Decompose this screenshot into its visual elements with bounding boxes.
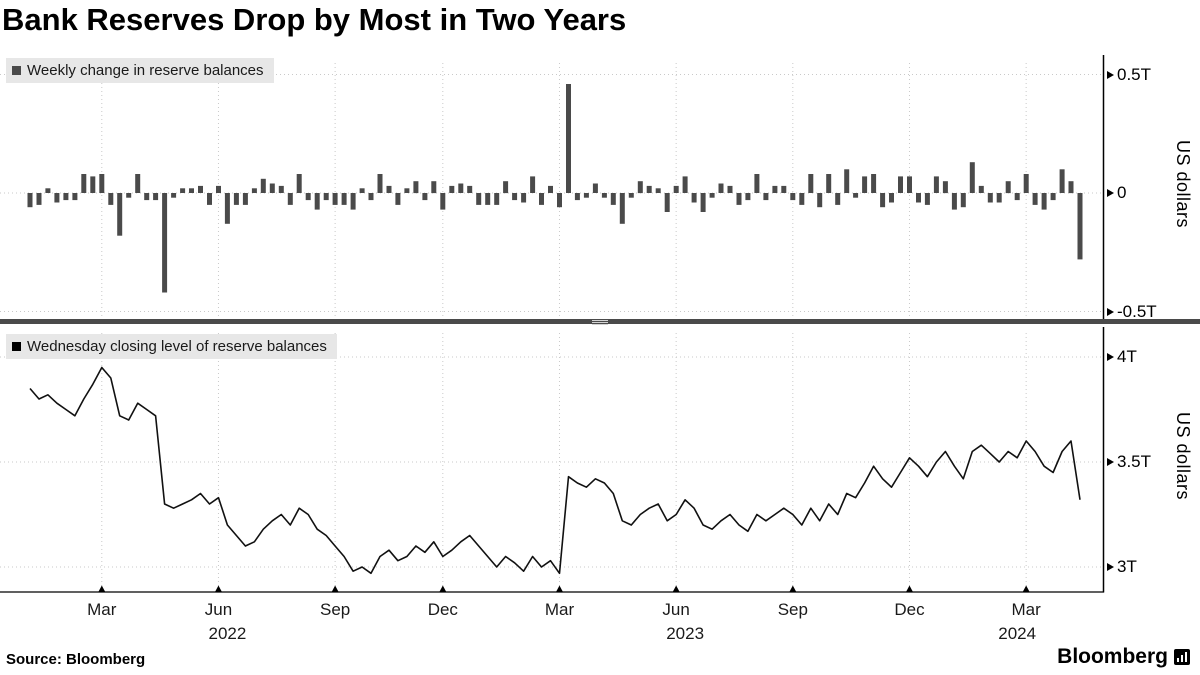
legend-closing-level: Wednesday closing level of reserve balan… [6, 334, 337, 359]
panel-resize-handle[interactable] [592, 320, 608, 326]
source-label: Source: Bloomberg [6, 651, 146, 668]
x-tick-label: Mar [1011, 600, 1041, 619]
x-tick-label: Mar [87, 600, 117, 619]
x-tick-label: Jun [204, 600, 233, 619]
y-tick-label: 0.5T [1107, 65, 1151, 85]
y-tick-label: 3.5T [1107, 452, 1151, 472]
bloomberg-logo-text: Bloomberg [1057, 645, 1168, 668]
x-tick-label: Mar [544, 600, 575, 619]
x-year-label: 2022 [208, 624, 247, 643]
x-tick-label: Jun [662, 600, 690, 619]
y-tick-label: 3T [1107, 557, 1137, 577]
legend-weekly-change: Weekly change in reserve balances [6, 58, 274, 83]
y-tick-label: -0.5T [1107, 302, 1157, 322]
line-chart [0, 327, 1105, 593]
x-tick-label: Sep [777, 600, 808, 619]
panel-divider [0, 319, 1200, 324]
y-axis-title-bottom: US dollars [1173, 412, 1193, 501]
y-tick-label: 0 [1107, 183, 1126, 203]
x-tick-label: Dec [427, 600, 458, 619]
chart-title: Bank Reserves Drop by Most in Two Years [2, 2, 627, 37]
bloomberg-chart-icon [1174, 649, 1190, 665]
legend-label: Weekly change in reserve balances [27, 62, 264, 79]
series-swatch-icon [12, 66, 21, 75]
y-tick-label: 4T [1107, 347, 1137, 367]
legend-label: Wednesday closing level of reserve balan… [27, 338, 327, 355]
bloomberg-logo: Bloomberg [1057, 645, 1190, 669]
x-tick-label: Sep [320, 600, 351, 619]
x-year-label: 2024 [998, 624, 1037, 643]
series-swatch-icon [12, 342, 21, 351]
y-axis-title-top: US dollars [1173, 140, 1193, 229]
x-tick-label: Dec [894, 600, 925, 619]
bar-chart [0, 55, 1105, 320]
x-year-label: 2023 [666, 624, 705, 643]
